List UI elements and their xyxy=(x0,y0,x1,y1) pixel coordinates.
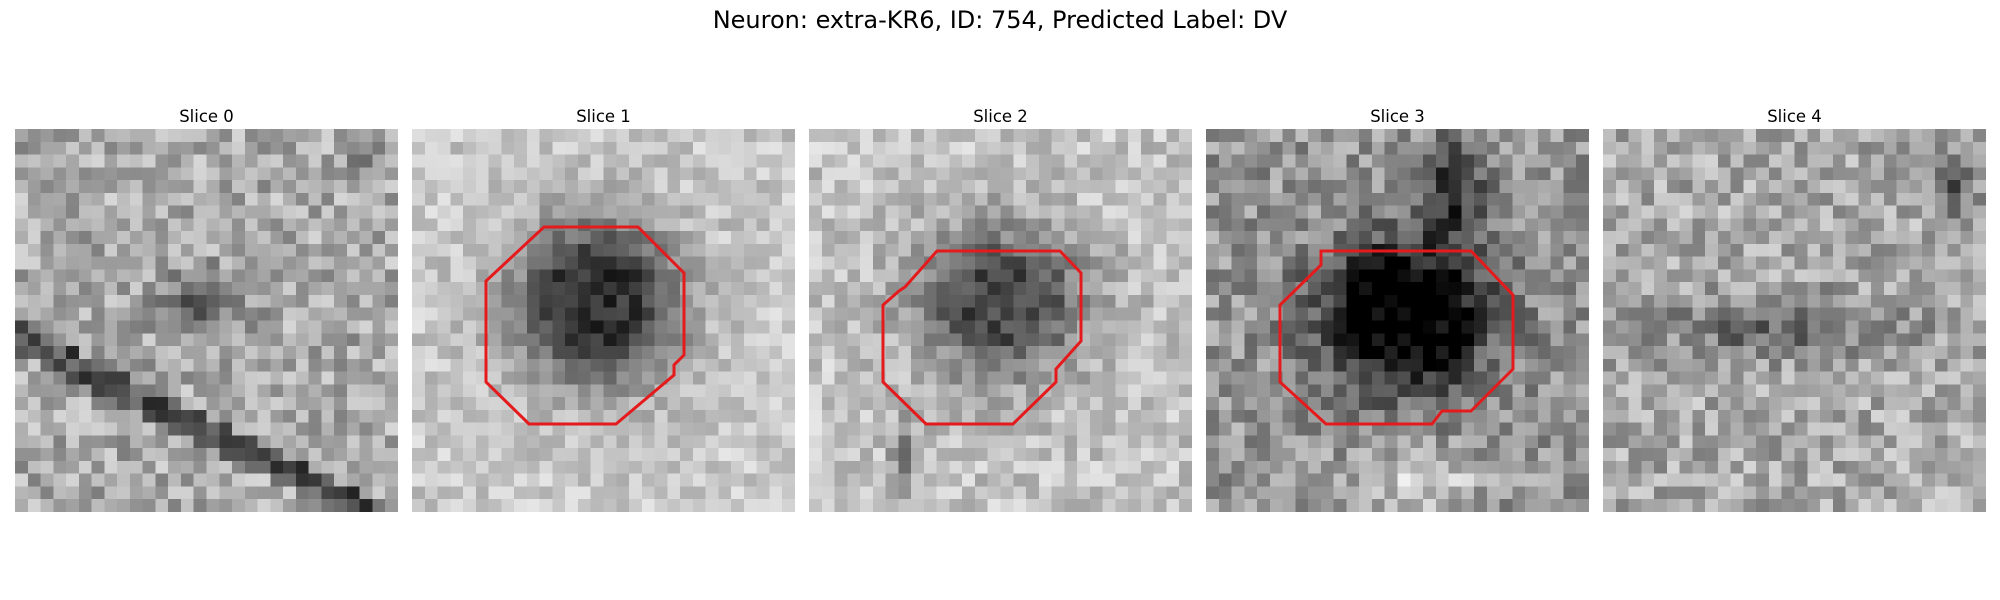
slice-panel-1: Slice 1 xyxy=(412,105,795,512)
slice-title-0: Slice 0 xyxy=(15,105,398,129)
slice-panel-4: Slice 4 xyxy=(1603,105,1986,512)
slice-image-0 xyxy=(15,129,398,512)
slice-panel-0: Slice 0 xyxy=(15,105,398,512)
slice-pixels-4 xyxy=(1603,129,1986,512)
contour-overlay-1 xyxy=(412,129,795,512)
slice-title-4: Slice 4 xyxy=(1603,105,1986,129)
contour-outline-1 xyxy=(486,227,684,424)
contour-overlay-3 xyxy=(1206,129,1589,512)
slice-image-3 xyxy=(1206,129,1589,512)
contour-outline-2 xyxy=(883,251,1081,424)
slice-title-1: Slice 1 xyxy=(412,105,795,129)
slice-image-1 xyxy=(412,129,795,512)
slice-title-3: Slice 3 xyxy=(1206,105,1589,129)
figure-title: Neuron: extra-KR6, ID: 754, Predicted La… xyxy=(0,6,2000,34)
slice-title-2: Slice 2 xyxy=(809,105,1192,129)
contour-overlay-2 xyxy=(809,129,1192,512)
slice-panel-3: Slice 3 xyxy=(1206,105,1589,512)
contour-outline-3 xyxy=(1280,251,1513,424)
slice-image-2 xyxy=(809,129,1192,512)
slice-image-4 xyxy=(1603,129,1986,512)
slice-panel-2: Slice 2 xyxy=(809,105,1192,512)
slice-pixels-0 xyxy=(15,129,398,512)
